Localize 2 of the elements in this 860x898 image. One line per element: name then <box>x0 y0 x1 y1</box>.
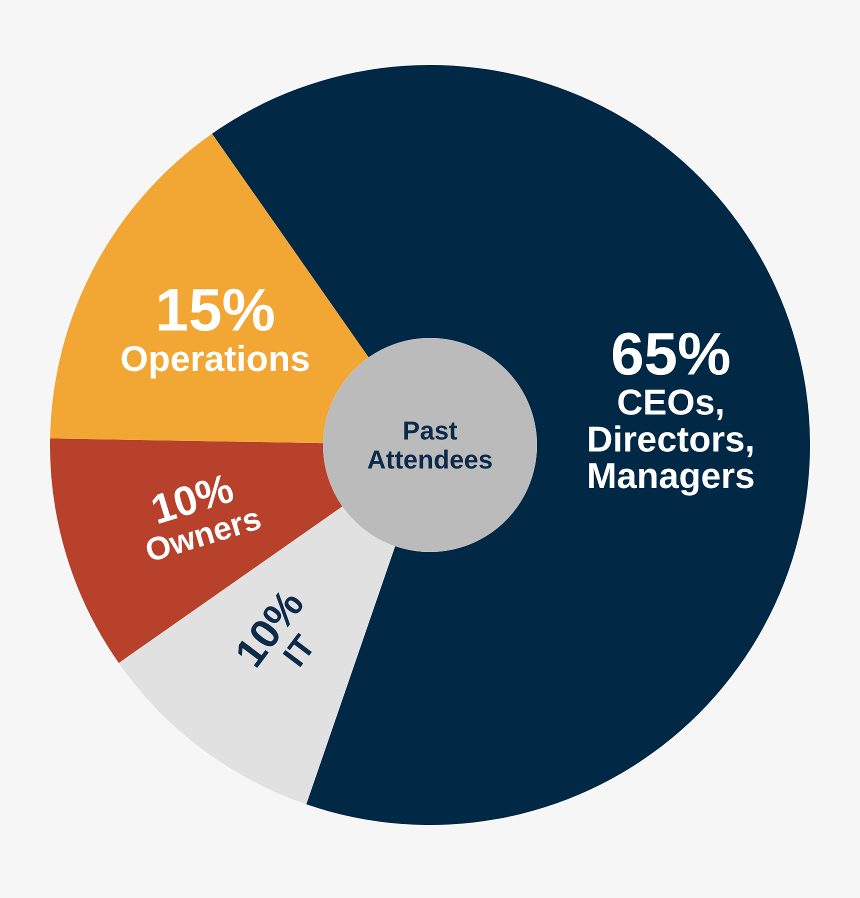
text: Past Attendees <box>367 416 493 474</box>
donut-slice <box>50 134 369 444</box>
